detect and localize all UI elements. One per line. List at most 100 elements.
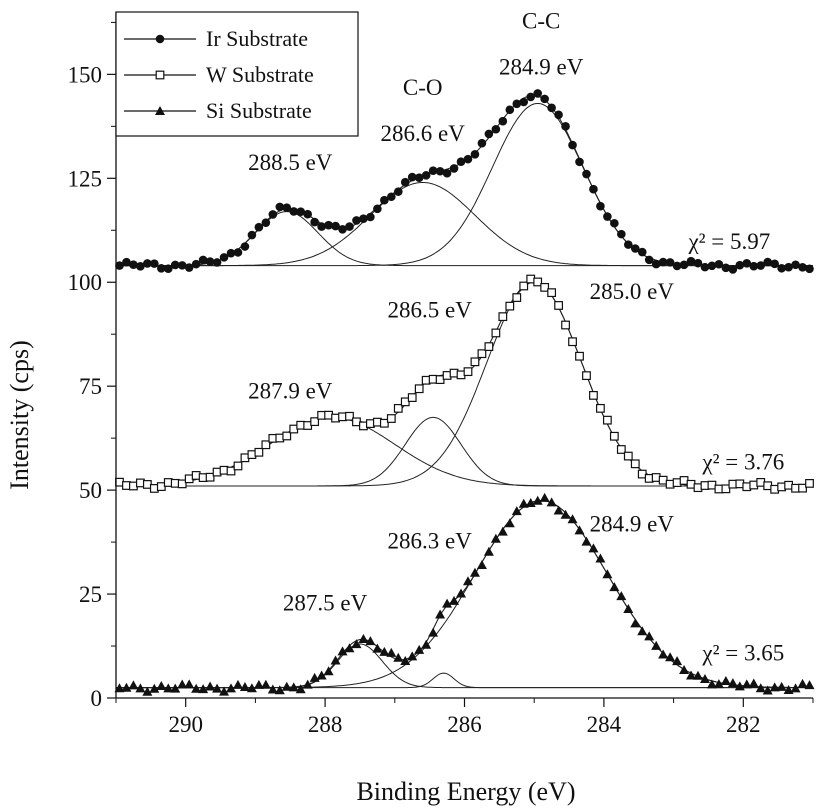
data-point [533, 277, 543, 287]
legend-item: W Substrate [124, 62, 314, 87]
data-point [623, 240, 633, 249]
data-point [637, 626, 648, 636]
data-point [435, 609, 446, 619]
data-point [547, 288, 557, 298]
data-point [254, 447, 264, 457]
data-point [644, 631, 655, 641]
data-point [421, 171, 431, 180]
data-point [651, 640, 662, 650]
data-point [546, 497, 557, 507]
data-point [435, 166, 445, 176]
peak-annotation: C-C [522, 9, 560, 34]
data-point [205, 681, 216, 691]
data-point [727, 678, 738, 688]
y-tick-label: 50 [79, 478, 102, 503]
data-point [706, 679, 717, 689]
data-point [400, 177, 410, 187]
data-point [505, 301, 515, 311]
data-point [476, 560, 487, 570]
data-point [575, 351, 584, 361]
data-point [205, 257, 215, 266]
data-point [741, 679, 752, 689]
y-tick-label: 125 [68, 166, 103, 191]
data-point [804, 680, 815, 690]
data-point [205, 472, 215, 482]
data-point [295, 684, 306, 694]
data-point [226, 683, 237, 693]
data-point [776, 681, 787, 691]
data-point [462, 576, 473, 586]
data-point [317, 222, 326, 231]
data-point [316, 670, 327, 680]
data-point [177, 261, 187, 270]
data-point [310, 217, 319, 227]
data-point [700, 262, 710, 272]
data-point [477, 138, 487, 148]
data-point [790, 683, 801, 693]
data-point [540, 94, 549, 104]
data-point [393, 652, 404, 662]
data-point [135, 683, 146, 693]
data-point [345, 411, 354, 421]
data-point [115, 261, 124, 270]
data-point [254, 222, 264, 232]
data-point [568, 337, 577, 347]
data-point [720, 675, 731, 685]
data-point [219, 253, 229, 262]
series-w-substrate [115, 274, 814, 494]
peak-annotation: 287.5 eV [283, 591, 368, 616]
data-point [198, 255, 208, 265]
data-point [463, 154, 473, 164]
data-point [567, 514, 578, 524]
data-point [679, 665, 690, 675]
peak-annotation: 288.5 eV [248, 150, 333, 175]
legend-marker [155, 106, 165, 115]
y-tick-label: 150 [68, 62, 103, 87]
data-point [136, 262, 145, 271]
data-point [665, 258, 675, 267]
data-point [260, 679, 271, 689]
data-point [560, 509, 571, 519]
data-point [748, 678, 759, 688]
data-point [686, 256, 696, 266]
data-point [596, 201, 605, 211]
data-point [261, 218, 271, 227]
data-point [247, 230, 257, 240]
data-point [407, 651, 418, 661]
data-point [351, 639, 362, 649]
data-point [721, 263, 731, 273]
data-points [115, 274, 814, 494]
data-point [498, 312, 508, 322]
data-point [338, 224, 347, 234]
y-tick-label: 25 [79, 582, 102, 607]
data-point [526, 92, 536, 102]
data-point [511, 506, 522, 516]
data-point [665, 652, 676, 662]
data-point [805, 479, 814, 488]
data-point [387, 192, 396, 202]
data-point [721, 484, 731, 494]
data-point [191, 683, 202, 693]
data-point [589, 390, 598, 400]
data-point [407, 393, 417, 402]
data-point [602, 415, 612, 425]
y-tick-label: 75 [79, 374, 102, 399]
data-point [749, 261, 759, 271]
data-point [630, 459, 640, 469]
data-point [512, 293, 522, 302]
data-point [805, 264, 814, 274]
data-point [142, 686, 153, 696]
data-point [692, 670, 703, 680]
peak-annotation: 286.5 eV [387, 298, 472, 323]
data-point [616, 445, 626, 454]
data-point [798, 263, 807, 272]
data-point [497, 526, 508, 536]
data-point [596, 403, 605, 413]
data-point [575, 157, 584, 167]
data-point [366, 212, 375, 222]
data-point [407, 172, 417, 182]
data-point [184, 263, 194, 272]
data-point [400, 656, 411, 666]
data-point [770, 259, 779, 269]
